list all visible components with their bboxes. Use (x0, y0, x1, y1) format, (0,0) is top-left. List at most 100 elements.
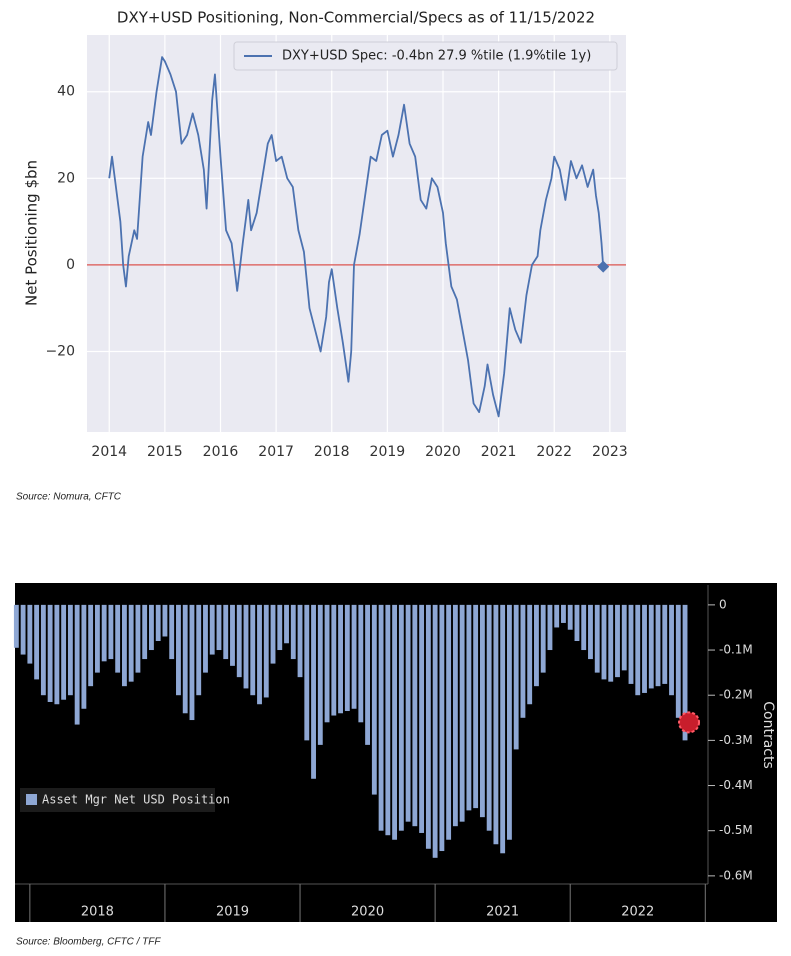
bar (290, 604, 296, 660)
bar (304, 604, 310, 741)
chart-2: Contracts Source: Bloomberg, CFTC / TFF … (13, 583, 777, 948)
bar (182, 604, 188, 714)
bar (574, 604, 580, 642)
y-tick-label: -0.2M (719, 688, 753, 702)
bar (351, 604, 357, 709)
legend-box (20, 788, 215, 812)
bar (284, 604, 289, 644)
bar (142, 604, 148, 660)
bar (378, 604, 384, 831)
bar (466, 604, 472, 811)
bar (324, 604, 330, 723)
bar (162, 604, 168, 637)
bar (34, 604, 40, 680)
bar (74, 604, 80, 725)
bar (648, 604, 654, 689)
x-tick-label: 2016 (203, 444, 239, 460)
source: Source: Bloomberg, CFTC / TFF (16, 937, 161, 948)
legend-label: Asset Mgr Net USD Position (42, 793, 230, 807)
bar (243, 604, 249, 689)
bar (601, 604, 607, 680)
bar (412, 604, 418, 827)
bar (655, 604, 661, 687)
bar (128, 604, 134, 682)
chart-title: DXY+USD Positioning, Non-Commercial/Spec… (117, 9, 595, 27)
bar (554, 604, 560, 628)
bar (331, 604, 337, 716)
source: Source: Nomura, CFTC (16, 492, 122, 503)
x-tick-label: 2015 (147, 444, 183, 460)
bar (365, 604, 371, 745)
bar (561, 604, 566, 623)
bar (236, 604, 242, 678)
bar (621, 604, 627, 671)
bar (405, 604, 411, 822)
x-tick-label: 2019 (216, 905, 249, 920)
bar (155, 604, 161, 642)
bar (67, 604, 73, 696)
bar (635, 604, 641, 696)
y-tick-label: 40 (57, 84, 75, 100)
bar (47, 604, 53, 702)
bar (425, 604, 431, 849)
y-tick-label: 0 (719, 597, 727, 611)
bar (209, 604, 215, 655)
x-tick-label: 2018 (81, 905, 114, 920)
bar (196, 604, 202, 696)
bar (149, 604, 154, 651)
bar (473, 604, 479, 809)
bar (500, 604, 506, 854)
plot-area (87, 35, 626, 432)
bar (675, 604, 681, 718)
bar (392, 604, 398, 840)
legend-box (233, 41, 618, 71)
bar (115, 604, 121, 673)
x-tick-label: 2018 (314, 444, 350, 460)
bar (588, 604, 593, 660)
bar (520, 604, 526, 718)
bar (439, 604, 445, 852)
bar (385, 604, 391, 836)
x-tick-label: 2023 (592, 444, 628, 460)
bar (682, 604, 688, 741)
bar (493, 604, 499, 845)
bar (581, 604, 587, 651)
x-tick-label: 2021 (481, 444, 517, 460)
bar (176, 604, 181, 696)
bar (203, 604, 208, 673)
bar (432, 604, 438, 858)
bar (277, 604, 283, 651)
bar (608, 604, 614, 682)
bar (216, 604, 222, 651)
x-tick-label: 2021 (486, 905, 519, 920)
y-axis-label: Net Positioning $bn (23, 160, 41, 306)
bar (540, 604, 546, 673)
end-marker (597, 260, 610, 273)
bar (27, 604, 33, 664)
chart-1: DXY+USD Positioning, Non-Commercial/Spec… (16, 9, 628, 503)
bar (338, 604, 343, 714)
bar (108, 604, 114, 660)
bar (479, 604, 485, 818)
bar (642, 604, 647, 693)
legend-swatch (26, 794, 37, 805)
bar (94, 604, 100, 673)
x-tick-label: 2019 (370, 444, 406, 460)
bar (594, 604, 600, 673)
bar (358, 604, 364, 723)
bar (250, 604, 256, 696)
bar (527, 604, 533, 705)
y-tick-label: -0.5M (719, 823, 753, 837)
bar (446, 604, 452, 840)
bar (135, 604, 141, 673)
x-tick-label: 2014 (91, 444, 127, 460)
bar (230, 604, 235, 666)
bar (628, 604, 634, 684)
bar (121, 604, 127, 687)
bar (669, 604, 674, 696)
line-series (108, 56, 605, 418)
y-tick-label: -0.1M (719, 643, 753, 657)
highlight (678, 711, 701, 734)
bar (13, 604, 19, 648)
bar (270, 604, 276, 664)
